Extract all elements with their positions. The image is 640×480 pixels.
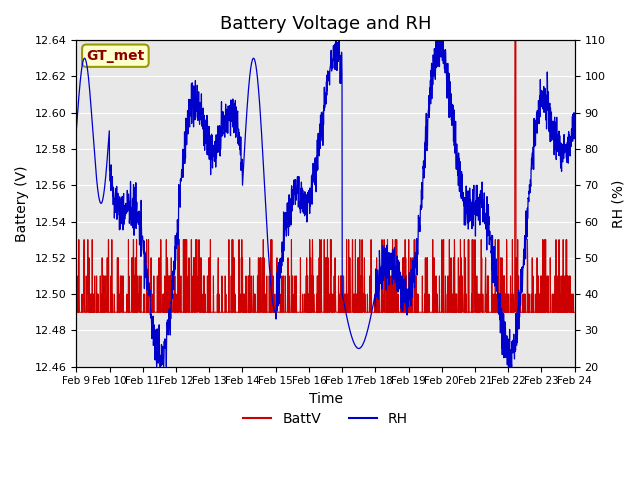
X-axis label: Time: Time — [308, 392, 342, 406]
Text: GT_met: GT_met — [86, 48, 145, 63]
Y-axis label: Battery (V): Battery (V) — [15, 165, 29, 241]
Y-axis label: RH (%): RH (%) — [611, 179, 625, 228]
Title: Battery Voltage and RH: Battery Voltage and RH — [220, 15, 431, 33]
Legend: BattV, RH: BattV, RH — [238, 407, 413, 432]
